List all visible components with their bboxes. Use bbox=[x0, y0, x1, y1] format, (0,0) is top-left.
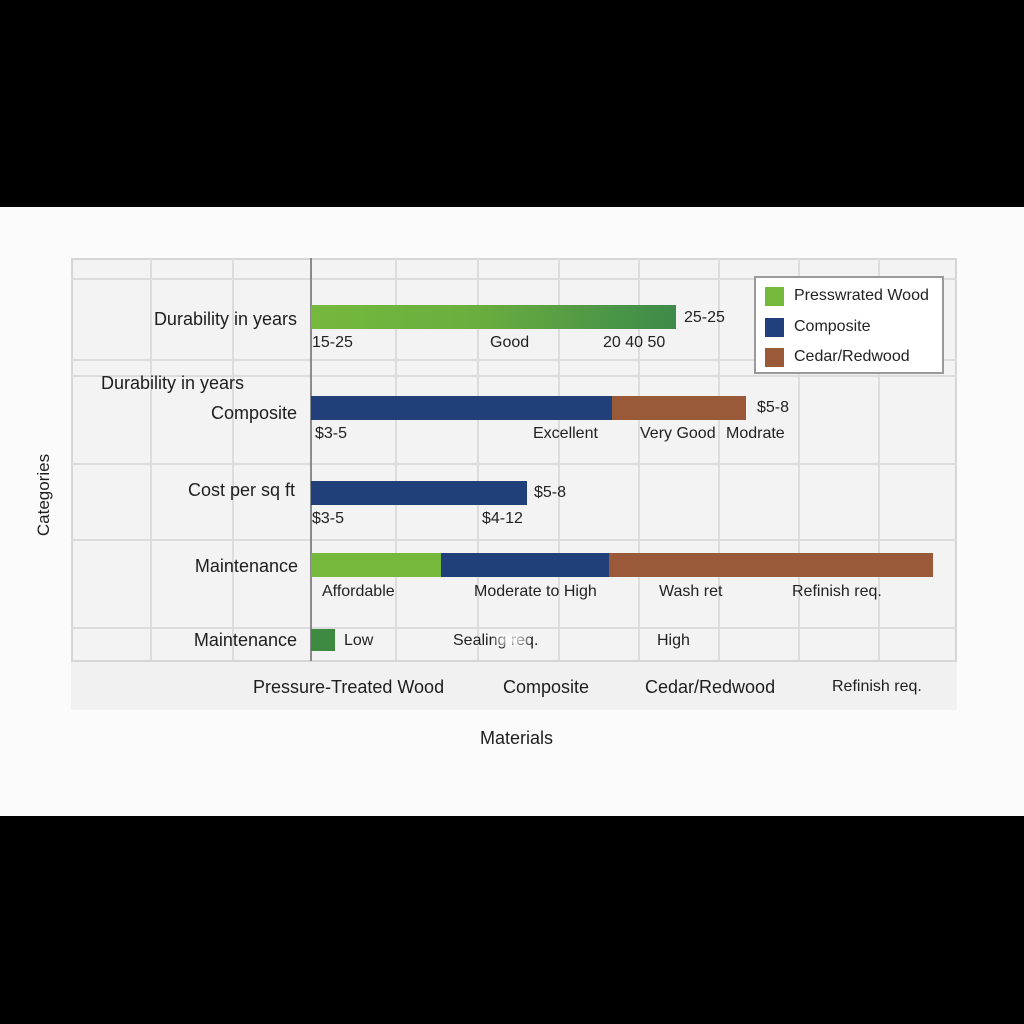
data-label: Refinish req. bbox=[792, 583, 882, 600]
grid-line bbox=[798, 258, 800, 661]
grid-line bbox=[232, 258, 234, 661]
bar-cedar[interactable] bbox=[609, 553, 933, 577]
grid-line bbox=[71, 627, 957, 629]
data-label: Affordable bbox=[322, 583, 395, 600]
category-label: Composite bbox=[210, 403, 297, 423]
data-label: Modrate bbox=[726, 425, 785, 442]
legend-label: Composite bbox=[794, 318, 871, 335]
legend-item-composite[interactable]: Composite bbox=[765, 316, 870, 338]
legend-item-cedar[interactable]: Cedar/Redwood bbox=[765, 346, 910, 368]
data-label: Excellent bbox=[533, 425, 598, 442]
data-label: $3-5 bbox=[312, 510, 345, 527]
grid-line bbox=[71, 463, 957, 465]
category-label: Maintenance bbox=[194, 556, 298, 576]
data-label: Very Good bbox=[640, 425, 716, 442]
grid-line bbox=[638, 258, 640, 661]
grid-line bbox=[71, 278, 957, 280]
legend-swatch-icon bbox=[765, 286, 784, 306]
grid-line bbox=[477, 258, 479, 661]
data-label: Good bbox=[490, 334, 530, 351]
data-label: Wash ret bbox=[659, 583, 723, 600]
y-axis-line bbox=[310, 258, 312, 661]
bar-end-label: $5-8 bbox=[534, 484, 567, 501]
category-label-extra: Durability in years bbox=[101, 373, 245, 393]
bar-composite[interactable] bbox=[311, 481, 527, 505]
data-label: $4-12 bbox=[482, 510, 523, 527]
grid-line bbox=[71, 359, 957, 361]
bar-pressure-treated[interactable] bbox=[311, 629, 335, 651]
bar-composite[interactable] bbox=[441, 553, 609, 577]
bar-pressure-treated[interactable] bbox=[311, 553, 441, 577]
legend-swatch-icon bbox=[765, 317, 784, 337]
legend-label: Presswrated Wood bbox=[794, 287, 929, 304]
bar-end-label: $5-8 bbox=[757, 399, 790, 416]
legend-item-pressure-treated[interactable]: Presswrated Wood bbox=[765, 285, 929, 307]
data-label: 20 40 50 bbox=[603, 334, 666, 351]
data-label: High bbox=[657, 632, 690, 649]
bar-composite[interactable] bbox=[311, 396, 612, 420]
category-label: Maintenance bbox=[193, 630, 297, 650]
data-label: 15-25 bbox=[312, 334, 353, 351]
x-axis-band bbox=[71, 660, 957, 710]
grid-line bbox=[395, 258, 397, 661]
category-label: Durability in years bbox=[153, 309, 297, 329]
legend-label: Cedar/Redwood bbox=[794, 348, 910, 365]
bar-pressure-treated[interactable] bbox=[311, 305, 676, 329]
data-label: $3-5 bbox=[315, 425, 348, 442]
legend: Presswrated Wood Composite Cedar/Redwood bbox=[754, 276, 944, 374]
x-tick-label: Composite bbox=[503, 677, 590, 697]
x-tick-label: Pressure-Treated Wood bbox=[253, 677, 445, 697]
artifact bbox=[494, 633, 530, 647]
legend-swatch-icon bbox=[765, 347, 784, 367]
data-label: Moderate to High bbox=[474, 583, 597, 600]
grid-line bbox=[878, 258, 880, 661]
bar-end-label: 25-25 bbox=[684, 309, 725, 326]
x-axis-title: Materials bbox=[480, 728, 554, 748]
category-label: Cost per sq ft bbox=[187, 480, 295, 500]
grid-line bbox=[71, 375, 957, 377]
grid-line bbox=[558, 258, 560, 661]
data-label: Low bbox=[344, 632, 374, 649]
grid-line bbox=[71, 539, 957, 541]
bar-cedar[interactable] bbox=[612, 396, 746, 420]
y-axis-title: Categories bbox=[34, 453, 53, 537]
x-tick-label: Refinish req. bbox=[832, 678, 922, 695]
grid-line bbox=[150, 258, 152, 661]
x-tick-label: Cedar/Redwood bbox=[645, 677, 776, 697]
grid-line bbox=[718, 258, 720, 661]
